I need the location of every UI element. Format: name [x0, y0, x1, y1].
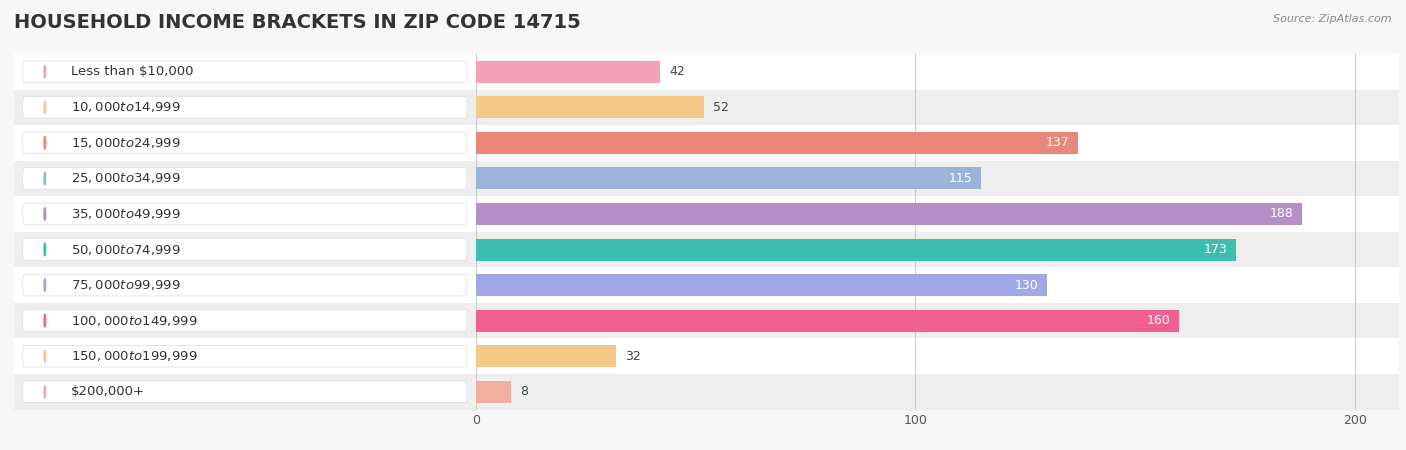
Text: $100,000 to $149,999: $100,000 to $149,999 [72, 314, 198, 328]
Circle shape [44, 172, 45, 185]
Text: $200,000+: $200,000+ [72, 385, 145, 398]
Text: 115: 115 [949, 172, 973, 185]
Bar [475, 132, 1078, 154]
Text: $25,000 to $34,999: $25,000 to $34,999 [72, 171, 181, 185]
Circle shape [44, 65, 45, 78]
Bar [475, 381, 510, 403]
Text: $50,000 to $74,999: $50,000 to $74,999 [72, 243, 181, 256]
Text: 188: 188 [1270, 207, 1294, 220]
Circle shape [44, 243, 45, 256]
Bar [475, 167, 981, 189]
Text: 52: 52 [713, 101, 728, 114]
Bar [14, 374, 1399, 410]
Bar [14, 54, 1399, 90]
Circle shape [44, 350, 45, 363]
Bar [14, 196, 1399, 232]
Bar [475, 274, 1047, 296]
FancyBboxPatch shape [22, 203, 467, 225]
Text: 130: 130 [1015, 279, 1039, 292]
Bar [14, 90, 1399, 125]
Bar [475, 310, 1180, 332]
Text: 32: 32 [626, 350, 641, 363]
Text: $75,000 to $99,999: $75,000 to $99,999 [72, 278, 181, 292]
Text: HOUSEHOLD INCOME BRACKETS IN ZIP CODE 14715: HOUSEHOLD INCOME BRACKETS IN ZIP CODE 14… [14, 14, 581, 32]
Bar [475, 61, 661, 83]
Text: $15,000 to $24,999: $15,000 to $24,999 [72, 136, 181, 150]
Text: 160: 160 [1147, 314, 1170, 327]
Bar [14, 267, 1399, 303]
Circle shape [44, 207, 45, 220]
FancyBboxPatch shape [22, 132, 467, 154]
Bar [475, 203, 1302, 225]
FancyBboxPatch shape [22, 238, 467, 261]
FancyBboxPatch shape [22, 96, 467, 118]
Text: 137: 137 [1046, 136, 1069, 149]
Circle shape [44, 314, 45, 327]
Bar [14, 161, 1399, 196]
Bar [14, 303, 1399, 338]
Text: $10,000 to $14,999: $10,000 to $14,999 [72, 100, 181, 114]
Bar [14, 232, 1399, 267]
FancyBboxPatch shape [22, 61, 467, 83]
Circle shape [44, 279, 45, 292]
Circle shape [44, 101, 45, 114]
Bar [475, 345, 616, 367]
FancyBboxPatch shape [22, 381, 467, 403]
Circle shape [44, 385, 45, 398]
Text: Source: ZipAtlas.com: Source: ZipAtlas.com [1274, 14, 1392, 23]
Bar [475, 238, 1236, 261]
Text: 42: 42 [669, 65, 685, 78]
Text: $35,000 to $49,999: $35,000 to $49,999 [72, 207, 181, 221]
Bar [14, 125, 1399, 161]
Text: 173: 173 [1204, 243, 1227, 256]
Circle shape [44, 136, 45, 149]
Bar [14, 338, 1399, 374]
Text: Less than $10,000: Less than $10,000 [72, 65, 194, 78]
Bar [475, 96, 704, 118]
Text: $150,000 to $199,999: $150,000 to $199,999 [72, 349, 198, 363]
Text: 8: 8 [520, 385, 527, 398]
FancyBboxPatch shape [22, 345, 467, 367]
FancyBboxPatch shape [22, 274, 467, 296]
FancyBboxPatch shape [22, 310, 467, 332]
FancyBboxPatch shape [22, 167, 467, 189]
